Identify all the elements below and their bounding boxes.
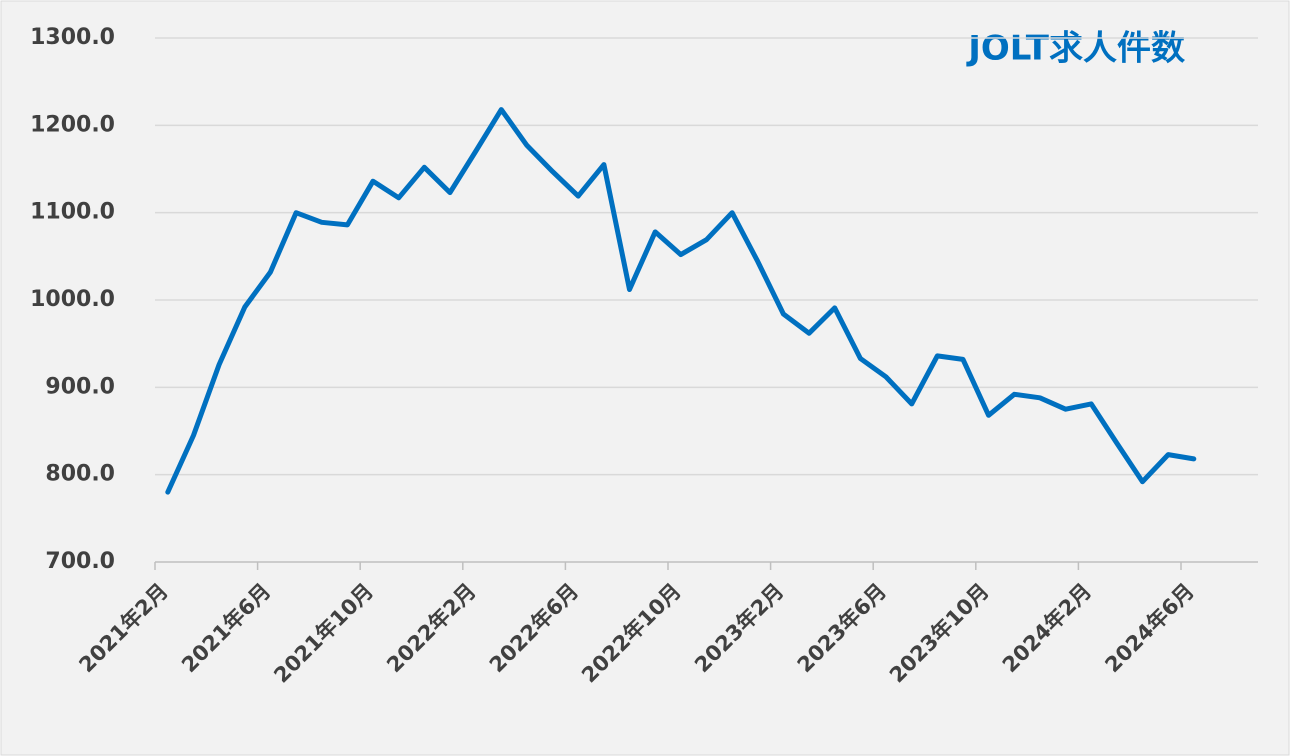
- y-tick-label: 1300.0: [30, 25, 115, 50]
- y-tick-label: 800.0: [45, 462, 115, 487]
- y-tick-label: 1100.0: [30, 200, 115, 225]
- y-tick-label: 700.0: [45, 549, 115, 574]
- line-series: [165, 107, 1197, 495]
- y-tick-label: 900.0: [45, 374, 115, 399]
- y-tick-label: 1200.0: [30, 112, 115, 137]
- chart-title: JOLT求人件数: [966, 29, 1185, 69]
- y-tick-label: 1000.0: [30, 287, 115, 312]
